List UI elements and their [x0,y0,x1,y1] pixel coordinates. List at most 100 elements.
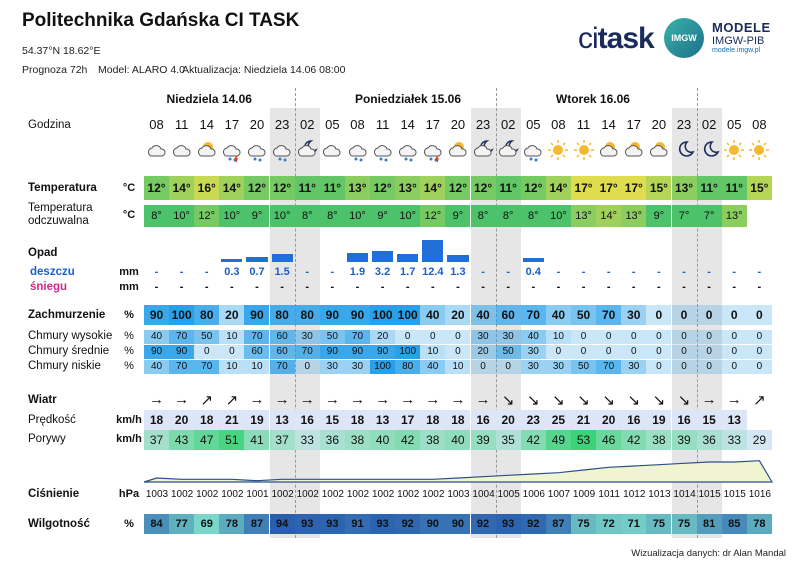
wind_dir-cell: ↗ [225,392,239,409]
wind_dir-cell: → [475,391,491,408]
wind_dir-cell: ↗ [753,392,766,409]
wind_gust-cell: 41 [244,430,270,450]
clouds_low-cell: 10 [445,360,471,374]
wind_dir-cell: ↘ [577,392,590,409]
clouds_low-cell: 10 [219,360,245,374]
imgw-logo-text: MODELE IMGW-PIB modele.imgw.pl [712,20,771,54]
rain-cell: - [154,266,159,278]
wind_speed-cell: 13 [721,410,747,430]
humidity-cell: 94 [269,514,295,534]
clouds_mid-cell: 50 [495,345,521,359]
ci-task-logo: citask [578,22,655,56]
wind_speed-cell: 23 [520,410,546,430]
clouds_mid-cell: 0 [219,345,245,359]
page-title: Politechnika Gdańska CI TASK [22,10,300,31]
wind_dir-cell: ↘ [501,392,515,409]
feels_like-cell: 9° [646,205,672,227]
pressure-cell: 1002 [371,489,395,500]
snow-cell: - [330,281,335,293]
snow-cell: - [631,281,636,293]
hours-cell: 20 [651,117,667,132]
temperature-cell: 11° [696,176,722,200]
pressure-cell: 1009 [572,489,596,500]
clouds_mid-cell: 0 [721,345,747,359]
clouds_high-cell: 0 [445,330,471,344]
wind_dir-cell: → [174,391,190,408]
row-label-speed: Prędkość [28,414,76,426]
clouds_total-cell: 80 [194,305,220,325]
humidity-cell: 77 [169,514,195,534]
feels_like-cell: 10° [395,205,421,227]
rain-cell: - [657,266,661,278]
rain-cell: - [506,266,510,278]
humidity-cell: 75 [671,514,697,534]
wind_gust-cell: 38 [420,430,446,450]
rain-cell: - [707,266,711,278]
wind_dir-cell: ↗ [200,392,214,409]
clouds_high-cell: 60 [269,330,295,344]
hours-cell: 02 [500,117,516,132]
hours-cell: 11 [174,117,189,132]
rain-cell: - [682,266,686,278]
hours-cell: 14 [601,117,616,132]
rain-bar [246,256,268,262]
wind_speed-cell: 20 [596,410,622,430]
clouds_mid-cell: 0 [671,345,697,359]
wind_gust-cell: 51 [219,430,245,450]
clouds_low-cell: 30 [545,360,571,374]
row-label-wind: Wiatr [28,394,57,406]
rain-bar [221,258,243,262]
row-label-feels: Temperatura odczuwalna [28,202,93,227]
pressure-cell: 1007 [547,489,571,500]
rain-bar [422,240,444,262]
snow-cell: - [380,281,385,293]
clouds_total-cell: 0 [721,305,747,325]
wind_dir-cell: → [425,391,441,408]
feels_like-cell: 8° [470,205,496,227]
row-label-clouds: Zachmurzenie [28,309,106,321]
rain-cell: 0.4 [525,266,541,278]
row-label-temp: Temperatura [28,182,97,194]
clouds_low-cell: 40 [144,360,169,374]
snow-cell: - [405,281,410,293]
clouds_high-cell: 70 [169,330,195,344]
clouds_total-cell: 70 [520,305,546,325]
clouds_total-cell: 0 [746,305,772,325]
clouds_low-cell: 0 [646,360,672,374]
wind_speed-cell: 17 [395,410,421,430]
unit-high: % [124,330,134,342]
wind_dir-cell: ↘ [677,392,691,409]
pressure-cell: 1002 [422,489,445,500]
snow-cell: - [732,281,737,293]
pressure-cell: 1004 [472,489,495,500]
feels_like-cell: 14° [596,205,622,227]
snow-cell: - [280,281,284,293]
humidity-cell: 93 [294,514,320,534]
hours-cell: 08 [752,117,767,132]
clouds_total-cell: 70 [596,305,622,325]
temperature-cell: 13° [344,176,370,200]
wind_gust-cell: 46 [596,430,622,450]
clouds_total-cell: 40 [470,305,496,325]
temperature-cell: 11° [721,176,747,200]
unit-low: % [124,360,134,372]
clouds_mid-cell: 0 [194,345,220,359]
clouds_total-cell: 90 [144,305,169,325]
clouds_low-cell: 70 [194,360,220,374]
clouds_total-cell: 30 [621,305,647,325]
temperature-cell: 11° [294,176,320,200]
wind_speed-cell: 18 [445,410,471,430]
snow-cell: - [606,281,611,293]
clouds_mid-cell: 0 [746,345,772,359]
pressure-cell: 1002 [271,489,294,500]
clouds_total-cell: 100 [370,305,396,325]
row-label-gust: Porywy [28,433,66,445]
wind_dir-cell: → [274,391,290,408]
clouds_high-cell: 20 [370,330,396,344]
hours-cell: 02 [299,117,315,132]
clouds_total-cell: 100 [395,305,421,325]
wind_dir-cell: ↘ [602,392,615,409]
temperature-cell: 17° [571,176,597,200]
wind_speed-cell: 21 [219,410,245,430]
row-label-rain: deszczu [30,266,75,278]
